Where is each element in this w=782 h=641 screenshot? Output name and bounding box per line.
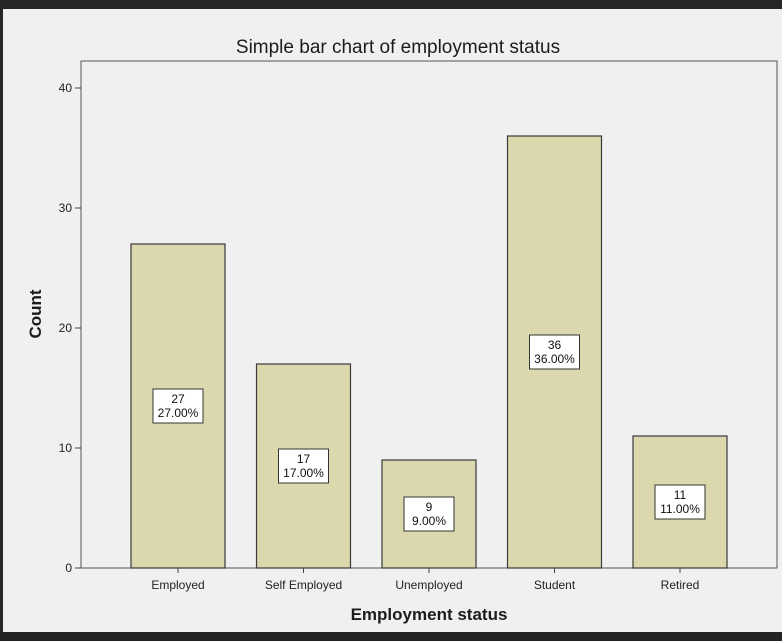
- data-label-percent: 17.00%: [283, 466, 324, 480]
- x-tick-label: Retired: [661, 578, 700, 592]
- data-label-count: 27: [171, 392, 185, 406]
- y-tick-label: 0: [65, 561, 72, 575]
- data-label-box: [152, 388, 204, 424]
- y-tick-label: 10: [59, 441, 73, 455]
- data-label-box: [403, 496, 455, 532]
- data-label-count: 17: [297, 452, 311, 466]
- data-label-percent: 36.00%: [534, 352, 575, 366]
- x-tick-label: Student: [534, 578, 576, 592]
- y-axis-title: Count: [26, 289, 45, 338]
- bar-chart: Simple bar chart of employment status Em…: [26, 37, 778, 624]
- data-label-box: [654, 484, 706, 520]
- x-tick-label: Employed: [151, 578, 204, 592]
- x-tick-label: Unemployed: [395, 578, 462, 592]
- bars: [130, 135, 728, 569]
- x-tick-label: Self Employed: [265, 578, 342, 592]
- data-label-percent: 27.00%: [158, 406, 199, 420]
- data-label-box: [529, 334, 580, 370]
- data-label-box: [278, 448, 329, 484]
- data-label-count: 36: [548, 338, 562, 352]
- data-label-percent: 9.00%: [412, 514, 446, 528]
- chart-title: Simple bar chart of employment status: [236, 37, 560, 58]
- y-tick-label: 40: [59, 81, 73, 95]
- x-axis-title: Employment status: [351, 605, 508, 624]
- x-axis-ticks: Employed Self Employed Unemployed Student Re…: [151, 568, 699, 592]
- data-label-percent: 11.00%: [660, 502, 700, 516]
- y-tick-label: 30: [59, 201, 73, 215]
- y-tick-label: 20: [59, 321, 73, 335]
- y-axis-ticks: 0 10 20 30 40: [59, 81, 81, 575]
- data-label-count: 11: [674, 488, 687, 502]
- data-label-count: 9: [426, 500, 433, 514]
